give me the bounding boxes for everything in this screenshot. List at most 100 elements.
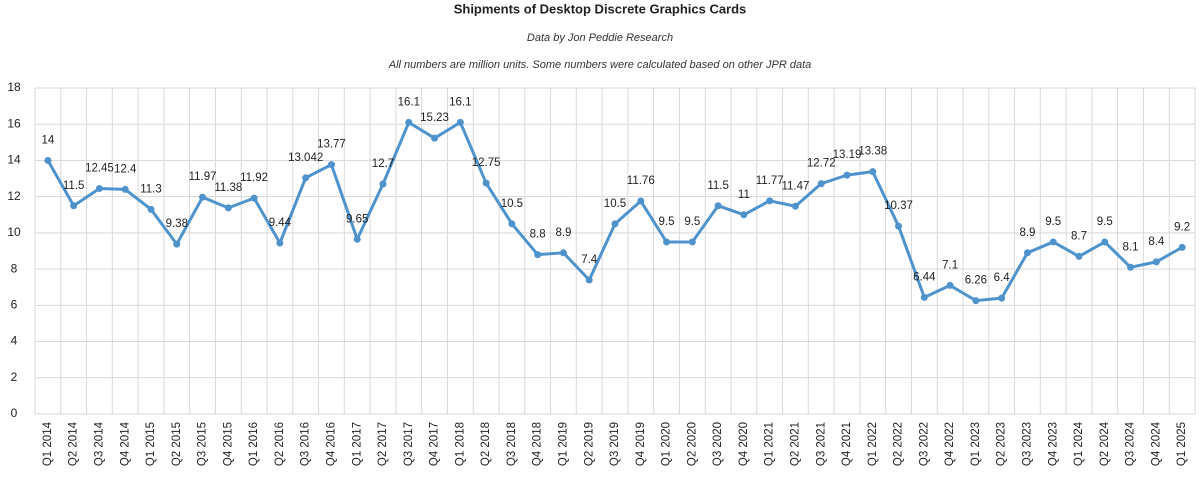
value-label: 13.77 [317, 139, 346, 151]
x-tick-label: Q2 2022 [893, 422, 905, 466]
y-tick-label: 12 [7, 189, 21, 203]
value-label: 11.38 [214, 182, 242, 194]
point [766, 197, 774, 205]
x-tick-label: Q3 2024 [1125, 421, 1137, 466]
x-tick-label: Q1 2025 [1176, 422, 1188, 466]
value-label: 8.8 [530, 229, 546, 241]
point [791, 202, 799, 210]
value-label: 9.38 [166, 218, 188, 230]
x-tick-label: Q1 2015 [145, 422, 157, 466]
value-label: 12.45 [85, 163, 114, 175]
x-tick-label: Q4 2017 [429, 422, 441, 466]
x-tick-label: Q4 2022 [944, 422, 956, 466]
x-tick-label: Q4 2020 [738, 422, 750, 466]
x-tick-label: Q1 2021 [764, 422, 776, 466]
y-tick-label: 18 [7, 80, 21, 94]
value-label: 13.38 [858, 146, 887, 158]
chart-title: Shipments of Desktop Discrete Graphics C… [454, 1, 747, 16]
point [1178, 243, 1186, 251]
value-label: 9.65 [346, 213, 368, 225]
x-tick-label: Q4 2014 [119, 421, 131, 466]
x-tick-label: Q3 2022 [918, 422, 930, 466]
value-label: 15.23 [420, 112, 449, 124]
x-tick-label: Q3 2016 [300, 422, 312, 466]
x-tick-label: Q1 2022 [867, 422, 879, 466]
point [95, 185, 103, 193]
x-tick-label: Q4 2023 [1047, 422, 1059, 466]
value-label: 6.4 [994, 272, 1011, 284]
point [585, 276, 593, 284]
point [44, 156, 52, 164]
value-label: 8.7 [1071, 230, 1087, 242]
point [688, 238, 696, 246]
x-tick-label: Q3 2017 [403, 422, 415, 466]
y-tick-label: 10 [7, 225, 21, 239]
point [1049, 238, 1057, 246]
value-label: 8.1 [1123, 241, 1139, 253]
value-label: 11.76 [627, 175, 655, 187]
y-tick-label: 6 [11, 298, 18, 312]
point [250, 194, 258, 202]
chart-note: All numbers are million units. Some numb… [388, 59, 812, 71]
point [534, 251, 542, 259]
line [46, 120, 1183, 303]
point [1127, 263, 1135, 271]
value-label: 9.5 [684, 216, 700, 228]
point [302, 174, 310, 182]
value-label: 9.2 [1174, 221, 1190, 233]
value-label: 9.44 [269, 217, 292, 229]
x-tick-label: Q3 2020 [712, 422, 724, 466]
value-label: 11.47 [781, 180, 809, 192]
point [456, 118, 464, 126]
value-label: 8.4 [1148, 236, 1165, 248]
point [1101, 238, 1109, 246]
x-tick-label: Q2 2024 [1099, 421, 1111, 466]
x-tick-label: Q1 2016 [248, 422, 260, 466]
point [276, 239, 284, 247]
point [895, 222, 903, 230]
x-tick-label: Q3 2018 [506, 422, 518, 466]
y-tick-label: 8 [11, 261, 18, 275]
point [1152, 258, 1160, 266]
point [379, 180, 387, 188]
value-label: 13.19 [833, 149, 862, 161]
point [353, 235, 361, 243]
value-label: 6.44 [913, 271, 936, 283]
x-tick-label: Q4 2018 [532, 422, 544, 466]
x-tick-label: Q2 2021 [789, 422, 801, 466]
y-tick-label: 2 [11, 370, 18, 384]
point [946, 281, 954, 289]
x-tick-label: Q1 2018 [454, 422, 466, 466]
point [173, 240, 181, 248]
point [482, 179, 490, 187]
x-tick-label: Q4 2024 [1150, 421, 1162, 466]
point [199, 193, 207, 201]
y-tick-label: 0 [11, 406, 18, 420]
value-label: 9.5 [1045, 216, 1061, 228]
x-tick-label: Q2 2014 [68, 421, 80, 466]
point [998, 294, 1006, 302]
value-label: 6.26 [965, 275, 987, 287]
x-tick-label: Q2 2018 [480, 422, 492, 466]
x-tick-label: Q1 2023 [970, 422, 982, 466]
y-tick-label: 4 [11, 334, 18, 348]
value-label: 16.1 [449, 96, 471, 108]
value-label: 8.9 [555, 227, 571, 239]
value-label: 11.3 [140, 183, 162, 195]
value-label: 10.37 [884, 200, 913, 212]
x-tick-label: Q3 2021 [815, 422, 827, 466]
point [405, 118, 413, 126]
x-tick-label: Q3 2023 [1021, 422, 1033, 466]
x-tick-label: Q4 2015 [222, 422, 234, 466]
x-tick-label: Q1 2024 [1073, 421, 1085, 466]
value-label: 13.042 [288, 152, 323, 164]
x-tick-label: Q3 2014 [93, 421, 105, 466]
x-tick-label: Q2 2016 [274, 422, 286, 466]
point [431, 134, 439, 142]
x-tick-label: Q2 2020 [686, 422, 698, 466]
value-label: 9.5 [659, 216, 675, 228]
point [508, 220, 516, 228]
point [70, 202, 78, 210]
value-label: 10.5 [604, 198, 626, 210]
point [817, 180, 825, 188]
